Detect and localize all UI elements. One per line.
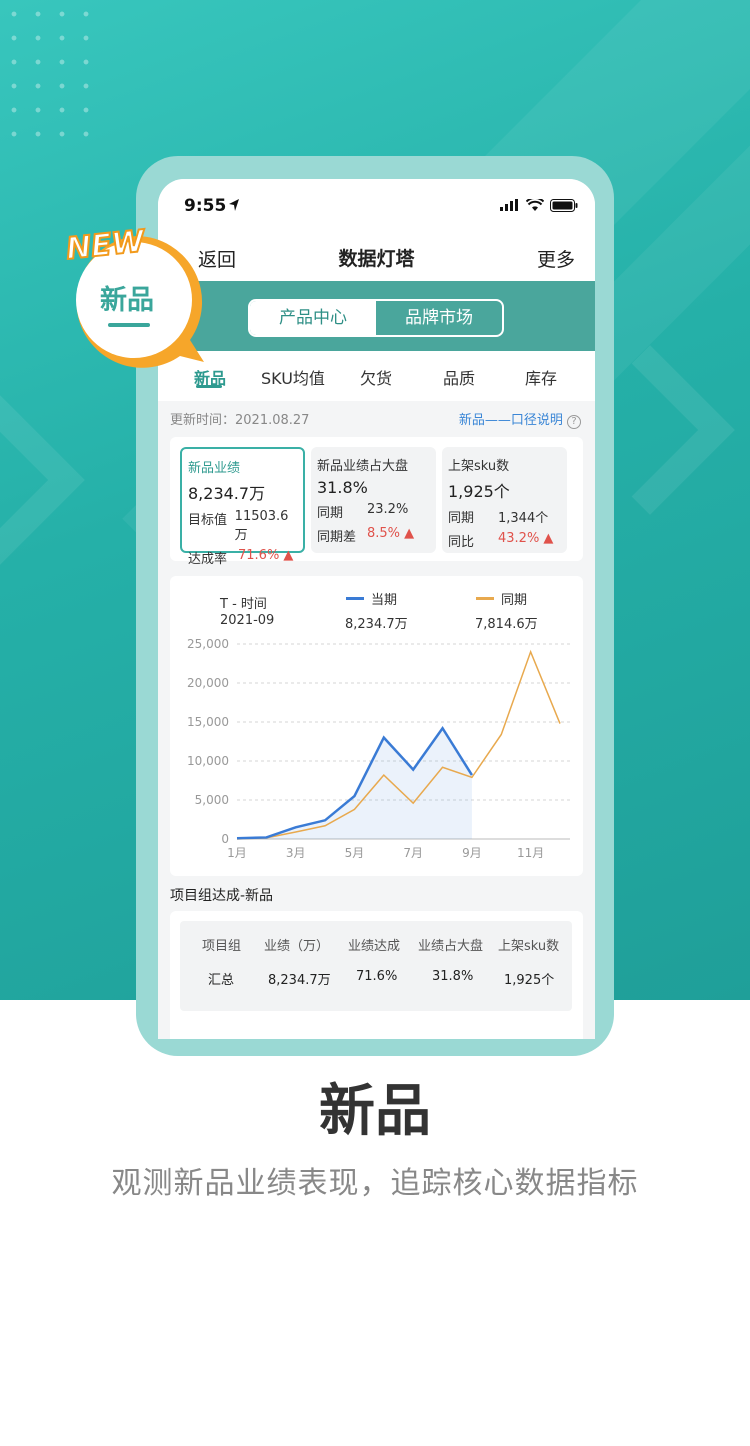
segment-control: 产品中心 品牌市场 <box>248 299 504 337</box>
table-cell: 31.8% <box>432 969 474 984</box>
table-cell: 1,925个 <box>504 973 555 988</box>
signal-icon <box>500 199 518 211</box>
tab-inventory[interactable]: 库存 <box>525 369 558 388</box>
segment-bar: 产品中心 品牌市场 <box>158 281 595 351</box>
x-tick-label: 7月 <box>403 846 423 860</box>
kpi-share-of-total[interactable]: 新品业绩占大盘 31.8% 同期 23.2% 同期差 8.5% ▲ <box>311 447 436 553</box>
kpi-value: 1,925个 <box>448 482 510 501</box>
new-badge-label: 新品 <box>100 285 154 316</box>
caption-title: 新品 <box>319 1079 431 1144</box>
update-time: 更新时间：2021.08.27 <box>170 413 310 428</box>
wifi-icon <box>526 199 544 211</box>
x-tick-label: 5月 <box>345 846 365 860</box>
current-legend-swatch <box>346 597 364 600</box>
y-tick-label: 20,000 <box>187 676 229 690</box>
kpi-row-value: 23.2% <box>367 502 409 517</box>
more-button[interactable]: 更多 <box>536 249 575 271</box>
prior-series-line <box>236 649 561 840</box>
segment-brand-market[interactable]: 品牌市场 <box>405 308 473 328</box>
kpi-sku-count[interactable]: 上架sku数 1,925个 同期 1,344个 同比 43.2% ▲ <box>442 447 567 553</box>
y-tick-label: 25,000 <box>187 637 229 651</box>
new-badge: NEW 新品 <box>62 223 212 378</box>
phone-screen: 9:55 返回 数据灯塔 更多 产品中心 品牌市场 新品 SKU均值 欠货 品质… <box>158 179 595 1039</box>
table-header: 项目组 <box>202 939 242 954</box>
chart-time-label: T - 时间 <box>220 597 267 612</box>
x-tick-label: 1月 <box>227 846 247 860</box>
chart-time-value: 2021-09 <box>220 613 275 628</box>
table-cell: 71.6% <box>356 969 398 984</box>
page-title: 数据灯塔 <box>338 248 415 270</box>
battery-icon <box>550 199 578 212</box>
kpi-row-label: 达成率 <box>188 552 228 567</box>
tab-sku-avg[interactable]: SKU均值 <box>261 369 325 388</box>
kpi-row-label: 同比 <box>448 535 475 550</box>
kpi-row-value: 11503.6万 <box>234 509 289 543</box>
kpi-row-label: 同期 <box>448 511 475 526</box>
y-tick-label: 10,000 <box>187 754 229 768</box>
table-cell: 8,234.7万 <box>268 973 331 988</box>
kpi-new-sales[interactable]: 新品业绩 8,234.7万 目标值 11503.6万 达成率 71.6% ▲ <box>180 447 305 567</box>
tab-out-of-stock[interactable]: 欠货 <box>360 369 393 388</box>
chart-prior-label: 同期 <box>501 593 528 608</box>
x-tick-label: 3月 <box>286 846 306 860</box>
kpi-row-value: 8.5% ▲ <box>367 526 415 541</box>
tab-quality[interactable]: 品质 <box>443 369 476 388</box>
status-time: 9:55 <box>184 196 227 216</box>
kpi-title: 新品业绩占大盘 <box>317 459 409 474</box>
kpi-row-value: 1,344个 <box>498 511 549 526</box>
table-cell: 汇总 <box>208 973 235 988</box>
kpi-title: 上架sku数 <box>448 459 510 474</box>
x-tick-label: 11月 <box>517 846 544 860</box>
kpi-value: 31.8% <box>317 478 368 497</box>
kpi-value: 8,234.7万 <box>188 484 266 503</box>
help-icon: ? <box>567 415 581 429</box>
kpi-row-label: 目标值 <box>188 513 228 528</box>
kpi-row-label: 同期差 <box>317 530 357 545</box>
table-header: 业绩达成 <box>348 939 401 954</box>
chart-current-label: 当期 <box>371 593 398 608</box>
kpi-row-label: 同期 <box>317 506 344 521</box>
status-bar: 9:55 <box>158 179 595 231</box>
prior-legend-swatch <box>476 597 494 600</box>
back-button[interactable]: 返回 <box>198 249 237 271</box>
definition-link-label: 新品——口径说明 <box>458 413 563 428</box>
chart-prior-value: 7,814.6万 <box>475 617 538 632</box>
y-tick-label: 5,000 <box>195 793 229 807</box>
speech-bubble-icon <box>76 236 204 368</box>
kpi-row-value: 71.6% ▲ <box>238 548 294 563</box>
y-tick-label: 0 <box>221 832 229 846</box>
kpi-row-value: 43.2% ▲ <box>498 531 554 546</box>
table-header: 业绩（万） <box>264 939 330 954</box>
kpi-title: 新品业绩 <box>188 461 241 476</box>
tab-new-products[interactable]: 新品 <box>194 369 227 388</box>
segment-product-center[interactable]: 产品中心 <box>250 301 376 335</box>
current-series-line <box>236 725 473 840</box>
nav-bar: 返回 数据灯塔 更多 <box>158 231 595 281</box>
location-arrow-icon <box>229 199 239 211</box>
section-title: 项目组达成-新品 <box>170 888 274 904</box>
line-chart: 0 5,000 10,000 15,000 20,000 25,000 1月 3月 5月 7月 9月… <box>187 637 570 860</box>
project-table: 项目组 业绩（万） 业绩达成 业绩占大盘 上架sku数 汇总 8,234.7万 … <box>180 921 572 1011</box>
active-tab-indicator <box>196 385 222 388</box>
caption-subtitle: 观测新品业绩表现，追踪核心数据指标 <box>111 1166 639 1201</box>
y-tick-label: 15,000 <box>187 715 229 729</box>
table-header: 业绩占大盘 <box>418 939 484 954</box>
current-series-area <box>237 728 472 839</box>
dot-pattern <box>0 0 100 150</box>
chart-current-value: 8,234.7万 <box>345 617 408 632</box>
table-header: 上架sku数 <box>498 939 560 954</box>
definition-link[interactable]: 新品——口径说明 ? <box>459 409 581 429</box>
chart-card <box>170 576 583 876</box>
x-tick-label: 9月 <box>462 846 482 860</box>
tab-bar: 新品 SKU均值 欠货 品质 库存 <box>158 351 595 401</box>
